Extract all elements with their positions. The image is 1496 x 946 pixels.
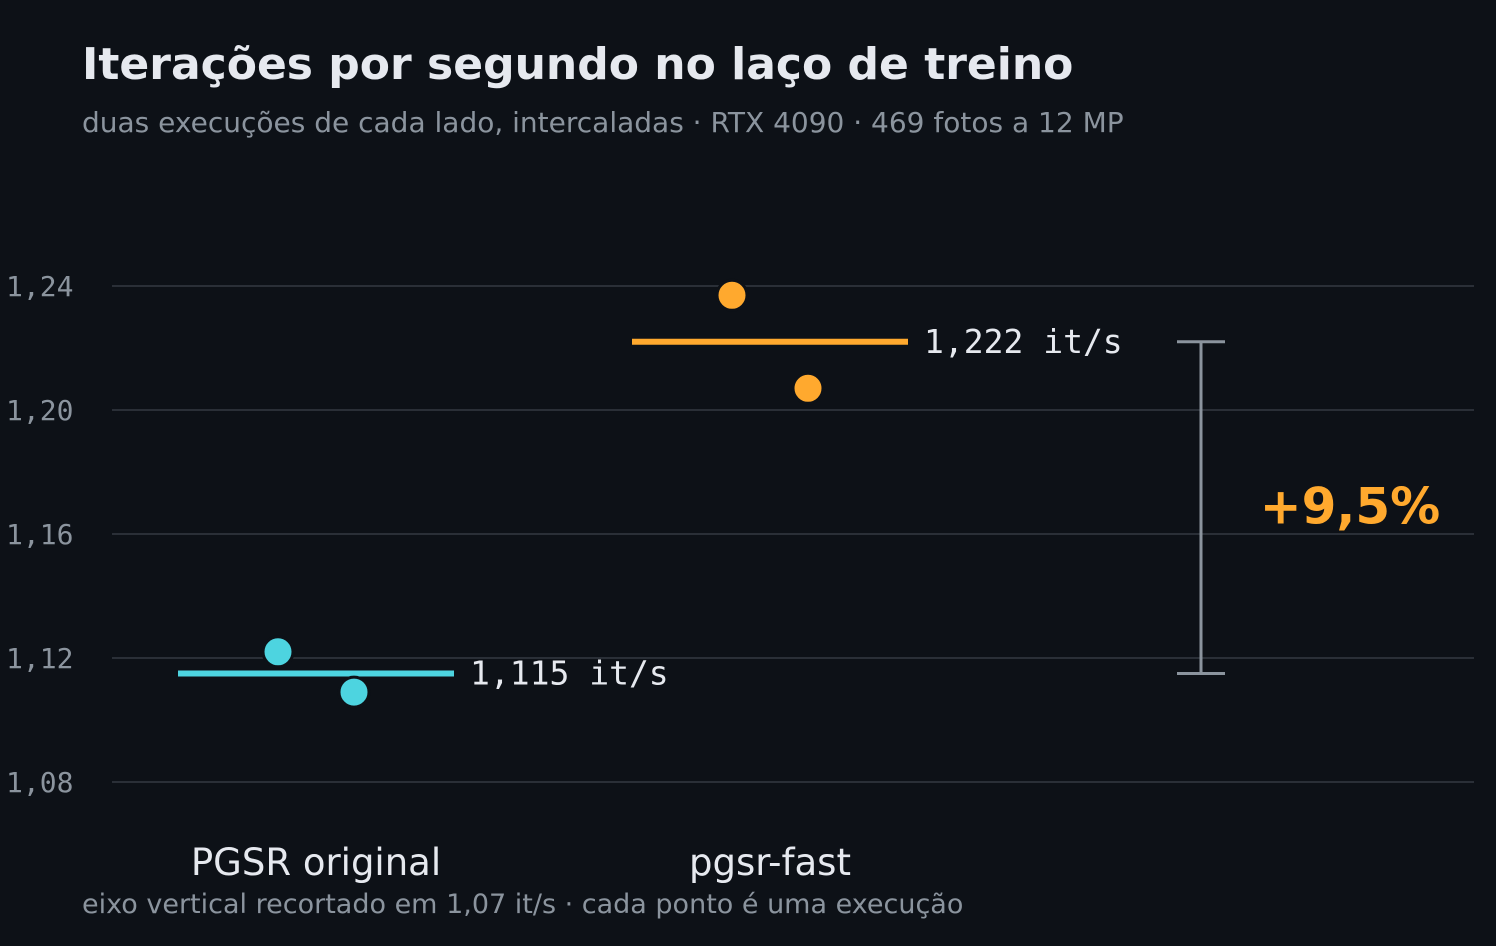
- mean-label: 1,115 it/s: [470, 654, 669, 693]
- chart-footnote: eixo vertical recortado em 1,07 it/s · c…: [82, 889, 963, 920]
- grid: [112, 285, 1474, 783]
- chart-title: Iterações por segundo no laço de treino: [82, 39, 1073, 90]
- series-group: 1,115 it/s: [178, 635, 669, 709]
- y-tick-label: 1,08: [6, 766, 73, 799]
- y-tick-label: 1,12: [6, 642, 73, 675]
- run-point: [261, 635, 295, 669]
- series: 1,115 it/s 1,222 it/s: [178, 278, 1123, 709]
- y-axis-ticks: 1,08 1,12 1,16 1,20 1,24: [6, 270, 73, 799]
- y-tick-label: 1,24: [6, 270, 73, 303]
- series-group: 1,222 it/s: [632, 278, 1123, 405]
- difference-bracket: +9,5%: [1177, 340, 1441, 675]
- run-point: [337, 675, 371, 709]
- run-point: [715, 278, 749, 312]
- chart-subtitle: duas execuções de cada lado, intercalada…: [82, 106, 1124, 139]
- y-tick-label: 1,20: [6, 394, 73, 427]
- x-tick-label: PGSR original: [191, 841, 441, 884]
- run-point: [791, 371, 825, 405]
- x-tick-label: pgsr-fast: [689, 841, 851, 884]
- mean-label: 1,222 it/s: [924, 322, 1123, 361]
- x-axis-ticks: PGSR original pgsr-fast: [191, 841, 851, 884]
- y-tick-label: 1,16: [6, 518, 73, 551]
- delta-label: +9,5%: [1260, 478, 1441, 536]
